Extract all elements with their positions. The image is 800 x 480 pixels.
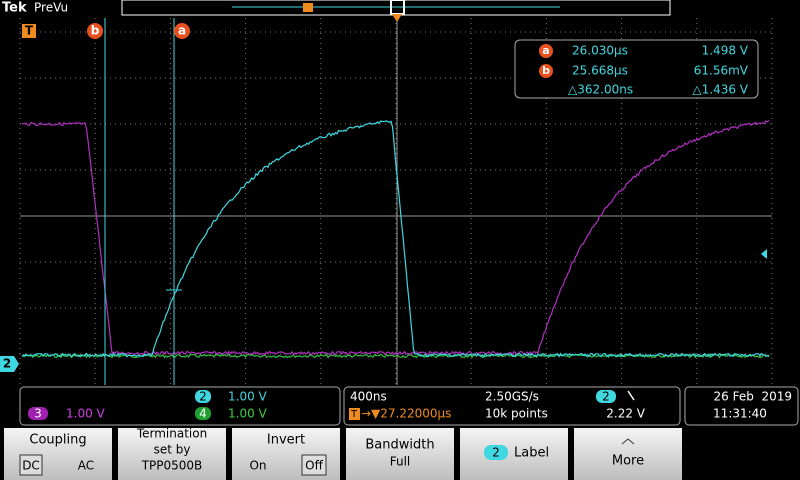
trigger-icon — [349, 408, 360, 420]
readout-b-badge — [539, 64, 553, 78]
waveforms — [21, 119, 770, 359]
label: Label — [514, 446, 549, 461]
dc-box — [19, 454, 43, 476]
cursor-b-text: b — [91, 24, 100, 38]
cursor-a-badge — [174, 23, 190, 39]
trigger-level: 2.22 V — [606, 407, 646, 421]
trigger-position: →▼27.22000µs — [361, 407, 451, 421]
ch2-badge — [195, 390, 211, 403]
readout-a-volt: 1.498 V — [702, 44, 749, 58]
sample-rate: 2.50GS/s — [485, 390, 539, 404]
trigger-marker-text: T — [25, 24, 34, 38]
ch2-ground-text: 2 — [3, 357, 11, 371]
readout-a-time: 26.030µs — [572, 44, 628, 58]
termination-line: set by — [154, 443, 191, 457]
cursor-a-text: a — [178, 24, 186, 38]
clock-status — [684, 386, 799, 426]
trigger-source: 2 — [602, 390, 610, 404]
readout-b-volt: 61.56mV — [694, 64, 749, 78]
label-ch: 2 — [492, 446, 500, 460]
ch4-badge-text: 4 — [199, 407, 207, 421]
ch4-scale: 1.00 V — [228, 407, 268, 421]
off: Off — [305, 459, 323, 473]
bandwidth: Bandwidth — [365, 438, 434, 453]
ch3-badge — [28, 407, 48, 420]
record-length: 10k points — [485, 407, 548, 421]
trigger-icon-text: T — [350, 409, 358, 420]
ch2-badge-text: 2 — [199, 390, 207, 404]
label-ch-badge — [484, 445, 508, 460]
time: 11:31:40 — [713, 407, 767, 421]
readout-delta-time: △362.00ns — [568, 83, 633, 97]
bandwidth-button[interactable] — [346, 428, 454, 480]
readout-a-badge — [539, 44, 553, 58]
ch2-scale: 1.00 V — [228, 390, 268, 404]
ch3-trace — [21, 119, 770, 356]
trigger-source-badge — [596, 390, 616, 403]
more-arrow — [621, 438, 635, 445]
ch2-ground-marker — [0, 356, 19, 372]
termination-line: Termination — [136, 427, 207, 441]
brand: Tek — [2, 1, 27, 16]
mode: PreVu — [34, 1, 68, 15]
off-box — [301, 454, 327, 476]
graticule — [19, 18, 773, 385]
trigger-marker — [22, 24, 36, 38]
ac: AC — [78, 459, 94, 473]
ch2-trigger-level — [761, 249, 767, 259]
record-trigger-tag — [303, 3, 313, 12]
invert: Invert — [267, 433, 305, 448]
readout-b-label: b — [542, 64, 550, 77]
trigger-slope — [627, 390, 635, 401]
termination-button[interactable] — [118, 428, 226, 480]
timebase: 400ns — [350, 390, 387, 404]
ch3-badge-text: 3 — [34, 407, 42, 421]
cursor-b-badge — [87, 23, 103, 39]
dc: DC — [22, 459, 40, 473]
channel-status — [19, 386, 341, 426]
more: More — [612, 454, 644, 469]
ch4-badge — [195, 407, 211, 420]
bandwidth-value: Full — [390, 455, 411, 469]
readout-a-label: a — [542, 44, 549, 57]
on: On — [249, 459, 266, 473]
coupling: Coupling — [29, 433, 86, 448]
label-button[interactable] — [460, 428, 568, 480]
ch2-trace — [21, 120, 770, 358]
menu-bar: Coupling DC AC Termination set by TPP050… — [4, 427, 682, 480]
termination-line: TPP0500B — [141, 459, 203, 473]
date: 26 Feb 2019 — [714, 390, 793, 404]
ch3-scale: 1.00 V — [66, 407, 106, 421]
more-button[interactable] — [574, 428, 682, 480]
readout-delta-volt: △1.436 V — [692, 83, 748, 97]
trigger-position-marker — [392, 14, 402, 22]
readout-b-time: 25.668µs — [572, 64, 628, 78]
cursor-readout — [514, 39, 759, 99]
